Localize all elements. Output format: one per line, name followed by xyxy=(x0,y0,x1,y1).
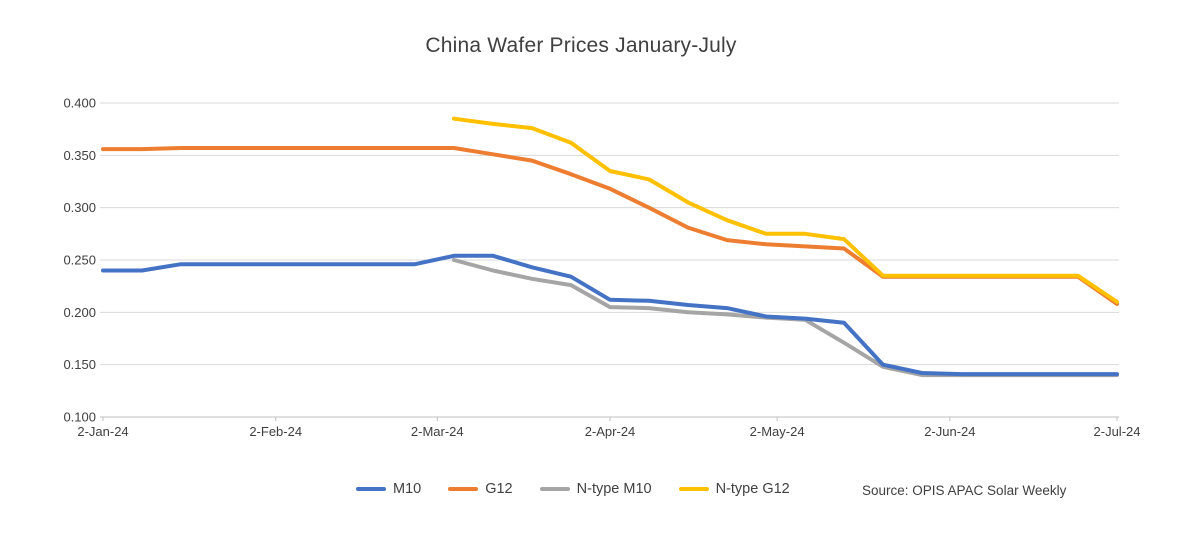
legend-label: N-type M10 xyxy=(576,481,652,497)
legend-label: M10 xyxy=(393,481,422,497)
x-axis-label: 2-Jul-24 xyxy=(1094,424,1141,439)
legend-item-n-type-g12: N-type G12 xyxy=(678,481,790,497)
legend-item-g12: G12 xyxy=(448,481,513,497)
legend-line-swatch xyxy=(448,486,479,492)
series-line-m10 xyxy=(101,253,1119,377)
legend-item-m10: M10 xyxy=(356,481,421,497)
chart-title: China Wafer Prices January-July xyxy=(425,34,737,57)
y-axis-label: 0.300 xyxy=(63,200,96,215)
x-axis-label: 2-Jan-24 xyxy=(77,424,128,439)
legend-line-swatch xyxy=(356,486,386,492)
legend-line-swatch xyxy=(539,486,570,492)
x-axis-label: 2-Apr-24 xyxy=(585,424,636,439)
y-axis-label: 0.250 xyxy=(63,253,96,268)
y-axis-label: 0.400 xyxy=(63,96,96,111)
source-note: Source: OPIS APAC Solar Weekly xyxy=(862,483,1067,498)
legend-label: G12 xyxy=(485,481,513,497)
legend-label: N-type G12 xyxy=(715,481,790,497)
legend-line-swatch xyxy=(678,486,709,492)
chart-legend: M10 G12 N-type M10 N-type G12 xyxy=(356,481,790,497)
y-axis-label: 0.200 xyxy=(63,305,96,320)
y-axis-label: 0.100 xyxy=(63,410,96,425)
legend-item-n-type-m10: N-type M10 xyxy=(539,481,652,497)
x-axis-label: 2-Feb-24 xyxy=(249,424,302,439)
x-axis-label: 2-May-24 xyxy=(750,424,805,439)
series-line-n-type-g12 xyxy=(452,116,1119,304)
y-axis-label: 0.350 xyxy=(63,148,96,163)
y-axis-label: 0.150 xyxy=(63,357,96,372)
x-axis-label: 2-Jun-24 xyxy=(924,424,975,439)
x-axis-label: 2-Mar-24 xyxy=(411,424,464,439)
